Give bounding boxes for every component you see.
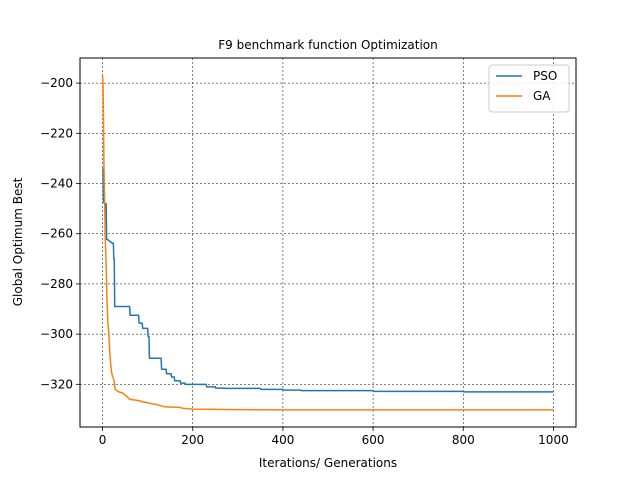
y-axis-title: Global Optimum Best (11, 177, 25, 306)
x-tick-label: 400 (271, 433, 294, 447)
y-tick-label: −200 (40, 76, 73, 90)
series-line-pso (102, 167, 554, 393)
y-tick-label: −320 (40, 377, 73, 391)
chart-title: F9 benchmark function Optimization (218, 38, 438, 52)
series-lines (101, 75, 554, 411)
x-tick-label: 0 (99, 433, 107, 447)
gridlines (80, 58, 576, 427)
x-tick-label: 200 (181, 433, 204, 447)
legend: PSO GA (488, 64, 570, 113)
x-tick-label: 800 (452, 433, 475, 447)
y-tick-label: −220 (40, 126, 73, 140)
y-axis-ticks: −200 −220 −240 −260 −280 −300 −320 (40, 76, 80, 391)
x-axis-title: Iterations/ Generations (259, 456, 397, 470)
x-axis-ticks: 0 200 400 600 800 1000 (99, 427, 569, 447)
y-tick-label: −300 (40, 327, 73, 341)
legend-label-pso: PSO (533, 69, 557, 83)
x-tick-label: 600 (362, 433, 385, 447)
y-tick-label: −240 (40, 177, 73, 191)
x-tick-label: 1000 (538, 433, 569, 447)
y-tick-label: −280 (40, 277, 73, 291)
y-tick-label: −260 (40, 227, 73, 241)
legend-label-ga: GA (533, 89, 551, 103)
series-line-ga (101, 75, 554, 411)
plot-frame (79, 57, 577, 428)
